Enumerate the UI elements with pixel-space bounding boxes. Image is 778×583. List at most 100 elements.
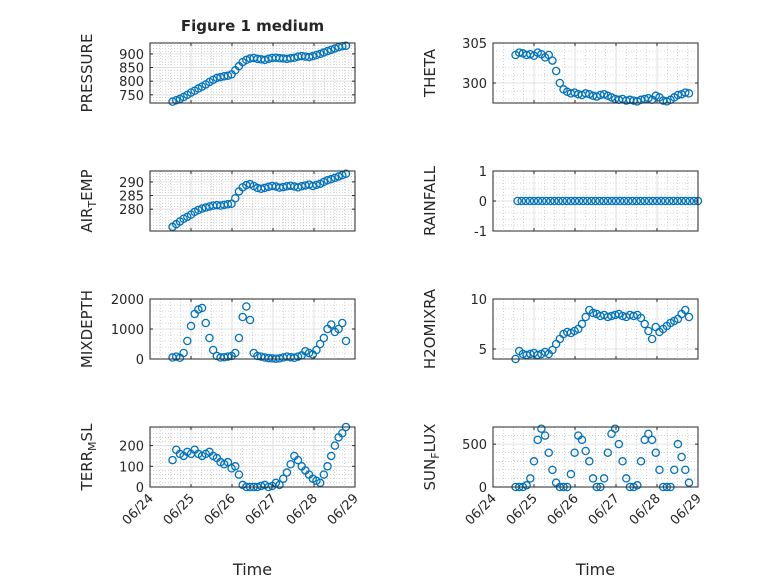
y-axis-label-part: SUN [421,459,439,491]
data-point [205,333,214,343]
subplot-4: -1 0 1 RAINFALL [421,165,703,240]
data-point [171,352,181,361]
data-point [304,52,314,62]
data-point [656,196,666,206]
data-point [529,196,539,206]
data-point [315,478,325,488]
data-point [234,333,244,343]
subplot-6: 5 10 H2OMIXRA [421,288,699,369]
data-point [245,315,255,325]
data-point [323,176,332,185]
y-tick-label: 0 [479,481,487,496]
axes-box [492,42,699,104]
data-point [611,196,621,206]
data-point [644,196,654,206]
y-tick-label: -1 [474,225,487,240]
y-tick-label: 100 [119,460,144,475]
data-point [223,71,233,80]
data-point [618,457,627,466]
y-axis-label-part: MIXDEPTH [78,290,96,368]
data-point [636,196,645,206]
data-point [521,196,531,206]
data-point [562,196,572,206]
data-point [588,308,598,318]
data-point [566,196,576,206]
x-tick-label: 06/24 [120,491,157,528]
data-point [537,196,547,206]
data-point [655,465,664,475]
data-point [640,196,649,206]
y-tick-label: 850 [119,62,144,77]
data-point [275,480,284,490]
data-point [622,474,631,483]
data-point [599,196,608,206]
data-point [599,474,609,483]
x-tick-label: 06/27 [586,491,623,528]
data-point [278,474,288,483]
data-point [540,431,550,440]
data-point [644,429,653,439]
data-point [330,441,340,450]
data-point [581,89,590,98]
y-axis-label: THETA [421,48,439,98]
data-point [338,318,347,328]
data-point [624,196,633,206]
data-point [312,345,321,355]
data-point [684,312,694,322]
data-point [681,196,690,206]
data-point [647,435,657,445]
data-point [551,66,561,76]
data-point [555,78,565,88]
data-point [550,196,559,206]
data-point [197,303,207,313]
data-point [684,478,694,487]
data-point [308,181,318,191]
data-point [529,457,539,466]
data-point [315,49,325,59]
y-axis-label-part: PRESSURE [78,34,96,113]
data-point [681,465,690,475]
data-point [338,428,347,438]
data-point [685,196,695,206]
y-tick-label: 0 [479,195,487,210]
data-point [183,336,192,346]
y-axis-label: SUNFLUX [421,424,442,491]
data-point [513,196,522,206]
data-point [319,470,329,479]
data-point [669,196,678,206]
data-point [197,204,207,213]
y-tick-label: 750 [119,89,144,104]
data-point [566,469,576,479]
data-point [632,196,641,206]
data-point [242,302,251,311]
y-tick-label: 280 [119,203,144,218]
data-point [585,457,594,466]
y-tick-label: 305 [462,37,487,52]
y-tick-label: 290 [119,176,144,191]
data-point [194,205,203,215]
data-point [607,196,617,206]
data-point [186,321,196,331]
x-tick-label: 06/25 [504,491,541,528]
data-point [558,196,567,206]
data-point [231,348,240,358]
data-point [319,333,329,343]
y-tick-label: 300 [462,77,487,92]
data-point [326,451,336,461]
y-tick-label: 800 [119,75,144,90]
y-axis-label-part: AIR [78,208,96,233]
data-point [644,326,653,336]
data-point [334,324,343,334]
data-point [223,352,233,361]
data-point [595,196,604,206]
subplot-7: 0 100 200 TERRMSL 06/24 06/25 06/26 06/27 06/28 0… [78,422,362,579]
data-point [633,481,642,490]
y-tick-label: 5 [479,343,487,358]
data-point [546,196,555,206]
data-point [677,196,686,206]
data-point [517,196,526,206]
data-point [526,474,535,483]
data-point [660,196,670,206]
